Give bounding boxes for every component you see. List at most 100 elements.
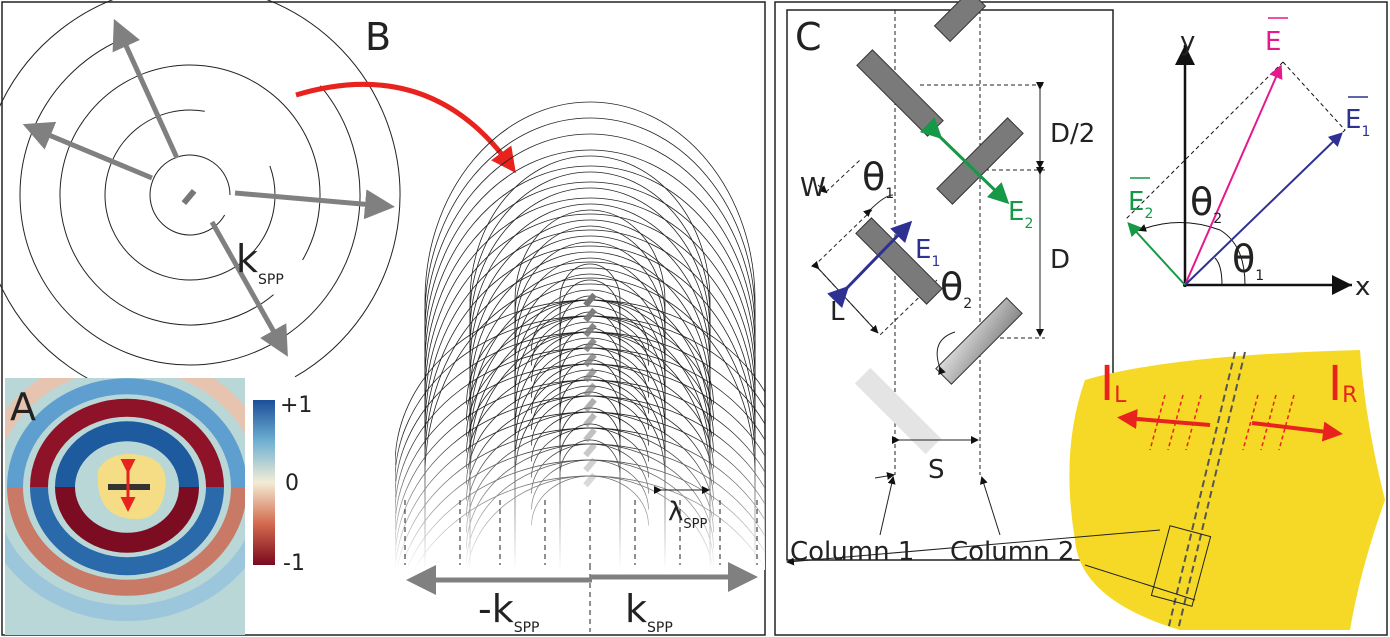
wavefront (514, 337, 666, 570)
slit-columns (1167, 351, 1246, 631)
y-axis-label: y (1180, 27, 1195, 57)
colorbar (253, 400, 275, 565)
theta2-label: θ2 (1190, 180, 1222, 227)
ir-label: IR (1328, 356, 1357, 412)
wavefront (469, 155, 711, 570)
e: E (1008, 197, 1024, 227)
theta: θ (1232, 237, 1255, 281)
dimension-marks (810, 82, 1044, 536)
zoom-box (1150, 525, 1212, 607)
k-spp-label: kSPP (236, 237, 284, 288)
ring-bottom (7, 486, 245, 596)
d-label: D (1050, 245, 1070, 275)
field-map (5, 378, 245, 635)
e2-label: E2 (1008, 197, 1033, 232)
wavefront (424, 181, 756, 570)
lambda: λ (668, 497, 683, 527)
ring-bottom (55, 486, 199, 553)
e1-label: E1 (915, 235, 940, 270)
e2-label: E2 (1128, 187, 1153, 222)
theta2-label: θ2 (940, 265, 972, 312)
l-label: L (830, 297, 845, 327)
wavefront (469, 251, 711, 570)
e2-vector (1127, 222, 1186, 286)
k-sub: SPP (514, 620, 540, 636)
wavefront (514, 353, 666, 570)
slit (583, 427, 597, 443)
colorbar-tick: +1 (280, 393, 312, 418)
panel-label: A (10, 385, 36, 429)
w-label: W (800, 173, 826, 203)
theta: θ (940, 265, 963, 309)
k: k (625, 587, 647, 631)
slit (583, 472, 597, 488)
minus-k-label: -kSPP (478, 587, 540, 636)
theta-sub: 2 (963, 296, 972, 312)
theta-sub: 1 (885, 186, 894, 202)
theta1-label: θ1 (1232, 237, 1264, 284)
dashed-lines (404, 500, 758, 632)
zoom-lines (786, 529, 1196, 601)
ring-top (30, 398, 224, 488)
slit-column (583, 292, 597, 488)
wavefront (424, 261, 756, 570)
wavefront (424, 165, 756, 570)
slit (181, 188, 197, 206)
theta1-label: θ1 (862, 155, 894, 202)
slit (583, 397, 597, 413)
wavefront (514, 273, 666, 570)
i: I (1328, 356, 1342, 412)
fade (395, 430, 765, 570)
ring-bottom (30, 486, 224, 576)
e1-arrow (827, 220, 913, 309)
e: E (1128, 187, 1144, 217)
wavefront (424, 245, 756, 570)
column-label: Column 1 (790, 537, 914, 567)
k: k (236, 237, 258, 281)
wavefront (424, 229, 756, 570)
slit (583, 442, 597, 458)
wavefront (424, 133, 756, 570)
frame-right (774, 1, 1388, 636)
slit (583, 292, 597, 308)
e: E (915, 235, 931, 265)
k: -k (478, 587, 514, 631)
ring-top (7, 378, 245, 488)
wavefront (469, 235, 711, 570)
column-label: Column 2 (950, 537, 1074, 567)
panel-label: C (795, 15, 822, 59)
lambda-label: λSPP (668, 497, 707, 532)
k-sub: SPP (647, 620, 673, 636)
slit (583, 412, 597, 428)
i-sub: L (1114, 383, 1127, 408)
wavefront (514, 321, 666, 570)
ring-bottom (5, 531, 245, 621)
slit (583, 352, 597, 368)
slit (583, 457, 597, 473)
e: E (1345, 105, 1361, 135)
e-label: E (1265, 27, 1281, 57)
e-sub: 2 (1024, 216, 1033, 232)
slit (583, 337, 597, 353)
wavefront (514, 369, 666, 570)
panel-label: B (365, 15, 391, 59)
d-half-label: D/2 (1050, 119, 1095, 149)
e-vector (1184, 64, 1283, 286)
theta: θ (1190, 180, 1213, 224)
k-sub: SPP (258, 272, 284, 288)
red-arrow (295, 81, 516, 174)
colorbar-tick: -1 (283, 551, 305, 576)
wavefront (514, 305, 666, 570)
wavefront (469, 187, 711, 570)
wavefront (469, 203, 711, 570)
wavefront (469, 219, 711, 570)
e-sub: 1 (1361, 124, 1370, 140)
i-sub: R (1342, 383, 1357, 408)
e-sub: 2 (1144, 206, 1153, 222)
wavefront (469, 283, 711, 570)
theta: θ (862, 155, 885, 199)
ring-top (55, 421, 199, 488)
wavefront (514, 289, 666, 570)
il-label: IL (1100, 356, 1127, 412)
